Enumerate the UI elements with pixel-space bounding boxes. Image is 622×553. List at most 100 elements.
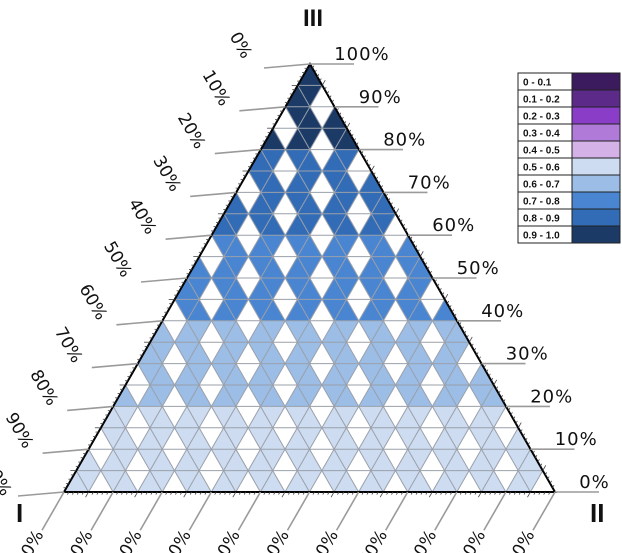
cell (150, 427, 175, 450)
cell (371, 213, 396, 236)
cell (174, 363, 200, 385)
tick-label-bottom: 40% (209, 527, 245, 553)
cell (125, 449, 150, 471)
tick (317, 74, 320, 78)
cell (456, 342, 482, 364)
cell (248, 278, 273, 300)
tick (527, 442, 530, 446)
cell (236, 299, 261, 321)
tick (292, 491, 296, 495)
cell (186, 406, 212, 428)
cell (260, 192, 286, 214)
cell (113, 406, 138, 428)
tick (71, 491, 75, 495)
cell (456, 385, 482, 407)
cell (223, 342, 249, 364)
cell (358, 256, 384, 278)
gridline (75, 470, 89, 493)
tick (353, 138, 356, 142)
tick-label-bottom: 30% (159, 527, 195, 553)
tick (351, 133, 354, 137)
tick (469, 491, 472, 495)
tick (312, 491, 315, 495)
cell (64, 470, 89, 492)
legend-entry: 0.1 - 0.2 (523, 95, 560, 106)
cell (322, 149, 347, 171)
cell (383, 235, 408, 257)
cell (297, 363, 322, 385)
tick (464, 330, 467, 334)
tick (468, 336, 473, 343)
gridline (149, 341, 237, 493)
tick-label-bottom: 50% (258, 527, 294, 553)
cell (174, 278, 200, 300)
tick (319, 78, 322, 82)
legend-swatch (571, 140, 621, 159)
tick (508, 407, 511, 411)
cell (272, 299, 298, 321)
tick-label-bottom: 70% (356, 527, 392, 553)
tick (490, 377, 494, 381)
tick (435, 491, 438, 495)
cell (469, 406, 494, 428)
cell (248, 171, 274, 193)
cell (211, 235, 237, 257)
cell (383, 278, 408, 300)
cell (260, 427, 285, 450)
cell (113, 470, 138, 492)
cell (346, 213, 372, 236)
tick (464, 491, 467, 495)
cell (137, 406, 163, 428)
cell (174, 299, 200, 321)
tick (484, 491, 487, 495)
cell (309, 363, 335, 385)
cell (407, 363, 433, 385)
cell (285, 128, 310, 150)
legend-entry: 0.3 - 0.4 (523, 129, 560, 140)
cell (346, 363, 371, 385)
cell (285, 320, 310, 343)
gridline (223, 213, 384, 493)
cell (456, 470, 482, 492)
gridline (186, 277, 310, 493)
cell (321, 385, 347, 407)
major-tick-bottom (41, 491, 65, 531)
tick (478, 491, 482, 498)
cell (358, 363, 384, 385)
major-tick-left (239, 106, 286, 112)
cell (322, 213, 347, 236)
tick (488, 373, 491, 377)
cell (395, 256, 421, 278)
cell (358, 278, 384, 300)
tick (106, 491, 109, 495)
tick (549, 480, 552, 484)
cell (407, 320, 433, 343)
cell (223, 470, 249, 492)
cell (444, 385, 470, 407)
cell (235, 406, 261, 428)
cell (334, 320, 359, 343)
tick (348, 129, 352, 133)
tick (520, 429, 523, 433)
cell (432, 427, 457, 450)
cell (346, 320, 372, 343)
tick (478, 356, 481, 360)
tick (85, 491, 89, 498)
cell (297, 171, 323, 193)
tick (422, 258, 425, 262)
cell (199, 449, 224, 471)
tick (199, 491, 202, 495)
cell (149, 449, 175, 471)
cell (505, 449, 531, 471)
tick-label-right: 80% (383, 130, 426, 151)
legend-entry: 0.6 - 0.7 (523, 180, 560, 191)
tick (326, 91, 329, 95)
cell (322, 256, 347, 278)
cell (273, 106, 298, 129)
cell (125, 470, 150, 492)
cell (444, 342, 470, 364)
cell (346, 385, 371, 407)
tick (268, 491, 271, 495)
cell (248, 299, 273, 321)
cell (334, 449, 359, 471)
